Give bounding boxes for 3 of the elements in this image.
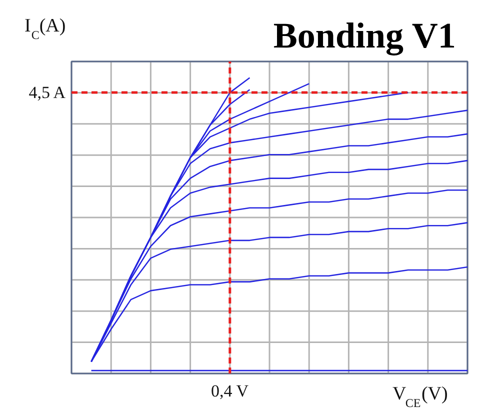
text: 0,4 V	[211, 382, 250, 400]
chart-title: Bonding V1	[273, 16, 456, 56]
ref-line-label: 4,5 A	[28, 83, 66, 102]
